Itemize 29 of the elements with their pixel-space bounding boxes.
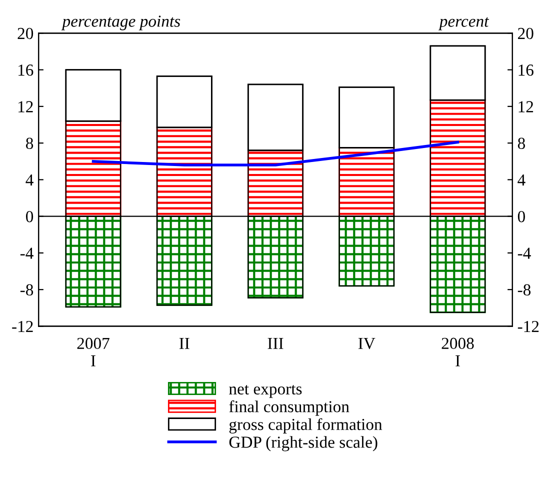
y2-tick-label: 12 [518, 101, 534, 112]
y2-tick-label: 4 [518, 174, 526, 186]
y2-tick-label: 8 [518, 138, 525, 149]
y2-tick-label: -8 [518, 284, 531, 296]
y-tick-label: 16 [18, 64, 34, 76]
y-tick-label: 12 [18, 101, 33, 112]
y2-tick-label: 16 [518, 64, 534, 76]
y-tick-label: 4 [26, 174, 34, 186]
legend-label: gross capital formation [229, 418, 382, 434]
x-tick-label: III [268, 338, 284, 349]
x-tick-label: 2007 I [77, 338, 110, 366]
legend-label: final consumption [229, 400, 350, 416]
x-tick-label: II [179, 338, 190, 349]
legend-label: net exports [229, 384, 302, 398]
x-tick-label: IV [358, 338, 376, 350]
y-tick-label: -12 [12, 320, 33, 332]
y-tick-label: -8 [20, 284, 34, 296]
y-tick-label: 8 [26, 138, 34, 149]
y2-tick-label: -4 [518, 248, 531, 259]
y-axis-title: percentage points [61, 16, 180, 30]
y-tick-label: -4 [20, 248, 34, 259]
y2-tick-label: 0 [518, 211, 525, 222]
y2-tick-label: 20 [518, 28, 534, 40]
y2-tick-label: -12 [518, 320, 539, 332]
y2-axis-title: percent [438, 17, 490, 30]
x-tick-label: 2008 I [442, 338, 474, 366]
y-tick-label: 0 [26, 211, 34, 222]
y-tick-label: 20 [18, 28, 34, 40]
legend-label: GDP (right-side scale) [229, 436, 378, 452]
